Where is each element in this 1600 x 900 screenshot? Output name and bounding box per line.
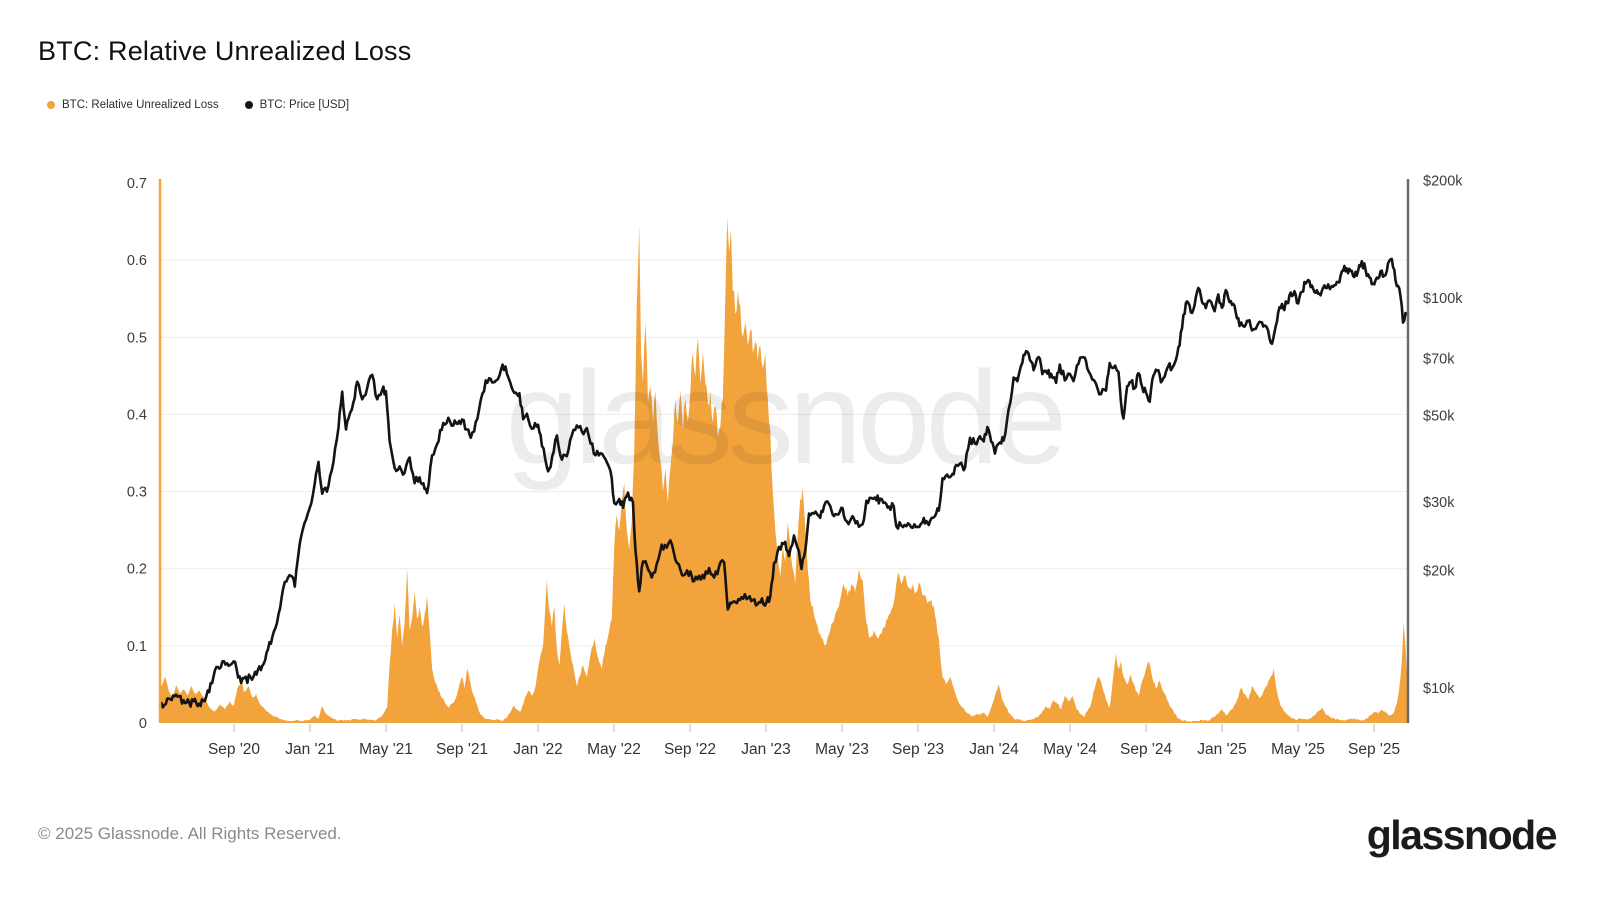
legend-item-0[interactable]: BTC: Relative Unrealized Loss [47, 99, 219, 111]
right-axis-tick-label: $200k [1423, 174, 1463, 190]
legend-dot-icon [244, 101, 253, 109]
left-axis-tick-label: 0.4 [127, 407, 147, 423]
x-axis-tick-label: May '24 [1043, 741, 1097, 758]
legend-dot-icon [47, 101, 55, 109]
right-axis-tick-label: $50k [1423, 408, 1455, 424]
chart-legend: BTC: Relative Unrealized Loss BTC: Price … [47, 99, 349, 111]
copyright-text: © 2025 Glassnode. All Rights Reserved. [38, 824, 342, 843]
glassnode-logo: glassnode [1366, 812, 1558, 858]
x-axis-tick-label: May '25 [1271, 741, 1325, 758]
x-axis-tick-label: Jan '23 [741, 741, 791, 758]
left-axis-tick-label: 0.5 [127, 330, 147, 346]
x-axis-tick-label: Sep '21 [436, 741, 488, 758]
x-axis-tick-label: May '22 [587, 741, 641, 758]
legend-item-label: BTC: Relative Unrealized Loss [62, 99, 219, 111]
left-axis-tick-label: 0.6 [127, 253, 147, 269]
right-axis-tick-label: $70k [1423, 351, 1455, 367]
left-axis-tick-label: 0.1 [127, 639, 147, 655]
left-axis-tick-label: 0.7 [127, 176, 147, 192]
left-axis-tick-label: 0.2 [127, 562, 147, 578]
right-axis-tick-label: $10k [1423, 681, 1455, 697]
btc-price-line [158, 257, 1410, 709]
x-axis-tick-label: May '23 [815, 741, 869, 758]
x-axis-tick-label: Sep '20 [208, 741, 260, 758]
x-axis-tick-label: Jan '24 [969, 741, 1019, 758]
right-axis-tick-label: $20k [1423, 564, 1455, 580]
unrealized-loss-area [160, 217, 1408, 723]
x-axis-tick-label: Sep '22 [664, 741, 716, 758]
x-axis-tick-label: Sep '24 [1120, 741, 1172, 758]
x-axis-tick-label: May '21 [359, 741, 413, 758]
legend-item-label: BTC: Price [USD] [259, 99, 350, 111]
right-axis-tick-label: $30k [1423, 495, 1455, 511]
left-axis-tick-label: 0.3 [127, 485, 147, 501]
legend-item-1[interactable]: BTC: Price [USD] [244, 99, 350, 111]
x-axis-tick-label: Jan '25 [1197, 741, 1247, 758]
x-axis-tick-label: Jan '22 [513, 741, 563, 758]
x-axis-tick-label: Jan '21 [285, 741, 335, 758]
x-axis-tick-label: Sep '23 [892, 741, 944, 758]
chart-title: BTC: Relative Unrealized Loss [38, 36, 412, 66]
x-axis-tick-label: Sep '25 [1348, 741, 1400, 758]
left-axis-tick-label: 0 [139, 716, 147, 732]
right-axis-tick-label: $100k [1423, 291, 1463, 307]
